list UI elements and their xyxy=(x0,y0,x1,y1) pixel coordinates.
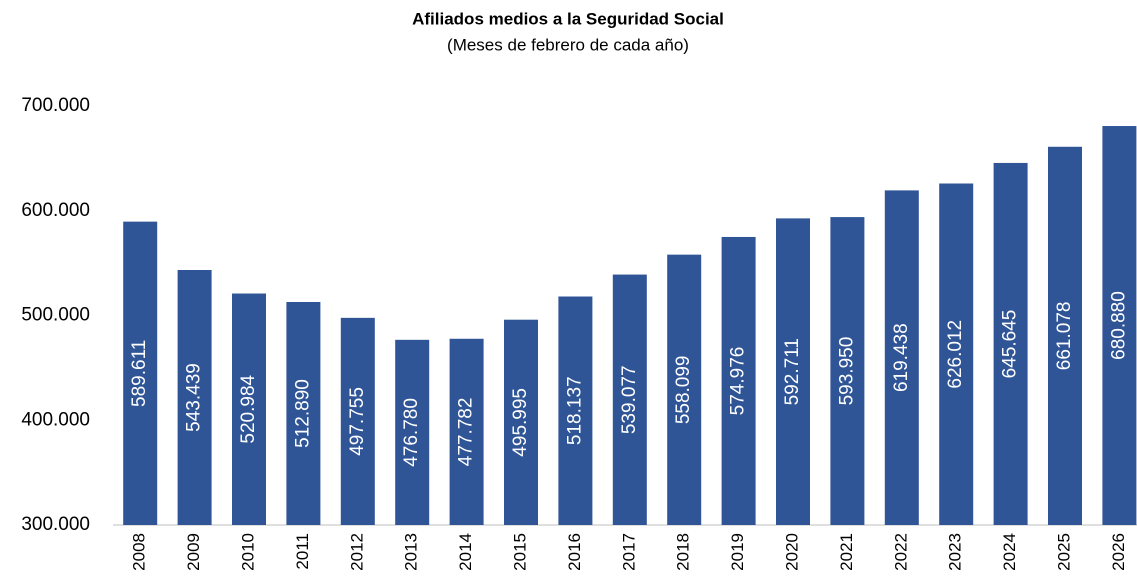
bar xyxy=(504,319,538,525)
x-tick-label: 2018 xyxy=(674,533,693,571)
bar xyxy=(340,317,375,525)
value-label: 477.782 xyxy=(456,398,477,467)
x-tick-label: 2011 xyxy=(293,533,312,570)
chart-title: Afiliados medios a la Seguridad Social xyxy=(412,9,724,28)
value-label: 476.780 xyxy=(401,398,422,467)
x-tick-label: 2024 xyxy=(1000,533,1019,571)
y-tick-label: 300.000 xyxy=(21,514,90,535)
x-tick-label: 2020 xyxy=(782,533,801,571)
bar xyxy=(1102,126,1137,525)
value-label: 558.099 xyxy=(673,355,694,424)
x-tick-label: 2021 xyxy=(837,533,856,571)
bar xyxy=(449,338,484,525)
value-label: 495.995 xyxy=(510,388,531,457)
value-label: 543.439 xyxy=(184,363,205,432)
bar xyxy=(558,296,593,525)
x-tick-label: 2009 xyxy=(184,533,203,571)
value-label: 589.611 xyxy=(129,340,150,407)
value-label: 680.880 xyxy=(1108,291,1129,360)
bar xyxy=(1048,146,1082,525)
x-tick-label: 2016 xyxy=(565,533,584,571)
x-tick-label: 2015 xyxy=(510,533,529,571)
x-tick-label: 2010 xyxy=(238,533,257,571)
bar xyxy=(776,218,810,525)
bar xyxy=(667,254,702,525)
chart-subtitle: (Meses de febrero de cada año) xyxy=(447,35,689,54)
x-tick-label: 2013 xyxy=(402,533,421,571)
bar xyxy=(939,183,974,525)
bar xyxy=(993,162,1028,525)
bar xyxy=(884,190,919,525)
bar xyxy=(123,221,158,525)
x-tick-label: 2022 xyxy=(891,533,910,571)
value-label: 661.078 xyxy=(1054,302,1075,371)
value-label: 592.711 xyxy=(782,338,803,405)
x-tick-label: 2026 xyxy=(1109,533,1128,571)
bar xyxy=(830,217,865,525)
bar xyxy=(612,274,647,525)
value-label: 497.755 xyxy=(347,387,368,456)
x-tick-label: 2014 xyxy=(456,533,475,571)
y-tick-label: 600.000 xyxy=(21,200,90,221)
value-label: 512.890 xyxy=(292,379,313,448)
bar xyxy=(395,339,430,525)
value-label: 518.137 xyxy=(564,376,585,445)
value-label: 626.012 xyxy=(945,320,966,389)
x-tick-label: 2017 xyxy=(619,533,638,571)
value-label: 645.645 xyxy=(1000,310,1021,379)
y-tick-label: 700.000 xyxy=(21,95,90,116)
value-label: 574.976 xyxy=(728,347,749,416)
x-tick-label: 2019 xyxy=(728,533,747,571)
bar xyxy=(286,301,321,525)
value-label: 619.438 xyxy=(891,323,912,392)
x-tick-label: 2008 xyxy=(130,533,149,571)
value-label: 539.077 xyxy=(619,365,640,434)
value-label: 593.950 xyxy=(836,337,857,406)
bar xyxy=(232,293,266,525)
x-tick-label: 2023 xyxy=(946,533,965,571)
bar xyxy=(177,269,212,525)
y-tick-label: 500.000 xyxy=(21,305,90,326)
value-label: 520.984 xyxy=(238,374,259,443)
bar xyxy=(721,236,756,525)
x-tick-label: 2025 xyxy=(1054,533,1073,571)
x-tick-label: 2012 xyxy=(347,533,366,571)
y-tick-label: 400.000 xyxy=(21,409,90,430)
